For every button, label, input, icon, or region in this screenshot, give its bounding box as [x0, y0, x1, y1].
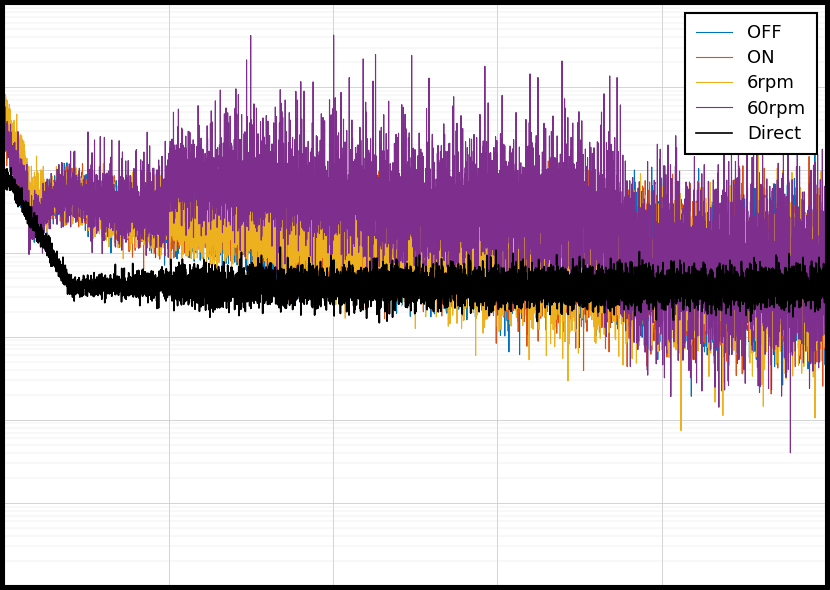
60rpm [821, 228, 830, 235]
ON [0, 119, 10, 126]
ON [297, 243, 307, 250]
6rpm [652, 199, 662, 206]
6rpm [608, 273, 618, 280]
60rpm [608, 273, 618, 280]
Direct [0, 173, 10, 181]
6rpm [676, 427, 686, 434]
6rpm [0, 119, 10, 126]
60rpm [652, 140, 662, 148]
ON [486, 284, 496, 291]
6rpm [521, 232, 531, 239]
ON [766, 391, 776, 398]
ON [608, 250, 618, 257]
ON [2, 117, 12, 124]
60rpm [329, 31, 339, 38]
ON [821, 307, 830, 314]
60rpm [521, 222, 531, 229]
Line: ON: ON [5, 121, 826, 394]
6rpm [297, 254, 307, 261]
OFF [297, 231, 307, 238]
ON [652, 309, 662, 316]
Line: Direct: Direct [5, 168, 826, 323]
60rpm [41, 212, 51, 219]
60rpm [486, 149, 496, 156]
Direct [521, 297, 531, 304]
60rpm [0, 134, 10, 141]
OFF [652, 245, 662, 253]
Direct [652, 287, 662, 294]
OFF [821, 238, 830, 245]
Direct [6, 164, 16, 171]
OFF [0, 115, 10, 122]
6rpm [41, 202, 51, 209]
ON [41, 208, 51, 215]
60rpm [785, 449, 795, 456]
Direct [486, 253, 496, 260]
OFF [608, 258, 618, 266]
Line: 60rpm: 60rpm [5, 35, 826, 453]
Direct [374, 319, 384, 326]
6rpm [486, 245, 496, 252]
Direct [41, 245, 51, 253]
Line: OFF: OFF [5, 116, 826, 396]
ON [521, 232, 531, 239]
Legend: OFF, ON, 6rpm, 60rpm, Direct: OFF, ON, 6rpm, 60rpm, Direct [686, 13, 817, 154]
Direct [608, 277, 618, 284]
OFF [521, 273, 531, 280]
Direct [821, 277, 830, 284]
Line: 6rpm: 6rpm [5, 94, 826, 431]
6rpm [821, 309, 830, 316]
OFF [41, 199, 51, 206]
OFF [486, 271, 496, 278]
60rpm [297, 178, 307, 185]
OFF [2, 112, 12, 119]
6rpm [0, 90, 10, 97]
OFF [686, 393, 696, 400]
Direct [297, 277, 307, 284]
